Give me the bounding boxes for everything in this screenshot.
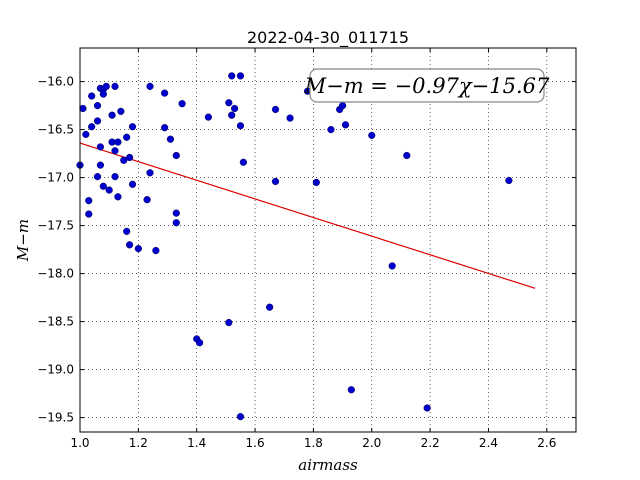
y-tick-label: −18.5: [37, 315, 74, 329]
data-point: [128, 123, 137, 131]
data-point: [312, 178, 320, 187]
data-point: [368, 131, 376, 139]
data-point: [99, 90, 107, 98]
data-point: [102, 82, 110, 91]
data-point: [236, 413, 245, 421]
data-point: [134, 245, 142, 253]
data-point: [172, 151, 180, 160]
axis-ticks: 1.0 1.2 1.4 1.6 1.8 2.0 2.2 2.4 2.6 −16.0 −16.5 −17…: [37, 48, 576, 450]
data-point: [88, 92, 96, 100]
data-point: [338, 101, 347, 110]
y-tick-label: −17.5: [37, 219, 74, 233]
x-axis-label: airmass: [298, 456, 358, 474]
data-point: [239, 158, 247, 166]
data-point: [271, 177, 280, 186]
data-point: [505, 176, 513, 185]
data-points: [76, 72, 513, 421]
data-point: [172, 219, 180, 227]
chart-title: 2022-04-30_011715: [247, 28, 409, 48]
data-point: [146, 169, 154, 177]
data-point: [266, 303, 274, 311]
data-point: [96, 161, 105, 169]
data-point: [161, 89, 169, 97]
regression-line: [79, 142, 536, 289]
fit-equation: M−m = −0.97χ−15.67: [304, 74, 550, 98]
data-point: [388, 262, 396, 270]
data-point: [111, 147, 119, 155]
data-point: [327, 126, 335, 134]
x-tick-label: 1.0: [70, 436, 89, 450]
data-point: [236, 122, 245, 130]
data-point: [152, 246, 160, 255]
data-point: [146, 82, 154, 91]
plot-frame: [79, 47, 577, 433]
y-tick-label: −17.0: [37, 171, 74, 185]
data-point: [403, 151, 411, 160]
x-tick-label: 2.6: [537, 436, 556, 450]
data-point: [120, 156, 128, 164]
data-point: [93, 101, 102, 110]
data-point: [96, 143, 105, 151]
data-point: [204, 113, 212, 121]
x-tick-label: 1.2: [129, 436, 148, 450]
x-tick-label: 2.2: [421, 436, 440, 450]
data-point: [166, 135, 175, 143]
y-tick-label: −18.0: [37, 267, 74, 281]
data-point: [79, 104, 87, 113]
x-tick-label: 1.4: [187, 436, 206, 450]
data-point: [228, 111, 236, 119]
x-tick-label: 2.0: [362, 436, 381, 450]
y-axis-label: M−m: [14, 219, 32, 262]
data-point: [88, 123, 96, 131]
data-point: [228, 72, 236, 80]
data-point: [347, 386, 355, 394]
data-point: [225, 99, 233, 107]
x-tick-label: 2.4: [479, 436, 498, 450]
data-point: [85, 197, 93, 205]
data-point: [85, 210, 93, 218]
fit-equation-box: M−m = −0.97χ−15.67: [304, 68, 550, 103]
y-tick-label: −16.5: [37, 123, 74, 137]
data-point: [271, 105, 280, 114]
data-point: [123, 133, 131, 141]
data-point: [196, 339, 204, 347]
data-point: [286, 114, 294, 122]
x-tick-label: 1.6: [246, 436, 265, 450]
data-point: [236, 72, 245, 80]
y-tick-label: −19.0: [37, 363, 74, 377]
y-tick-label: −19.5: [37, 411, 74, 425]
data-point: [341, 121, 350, 129]
data-point: [123, 227, 131, 235]
equation-box-frame: [309, 68, 545, 103]
data-point: [172, 209, 180, 217]
data-point: [114, 138, 122, 146]
data-point: [231, 104, 239, 113]
fit-line-group: [79, 142, 536, 289]
plot-area: [80, 48, 576, 432]
data-point: [128, 180, 137, 188]
data-point: [105, 186, 113, 194]
data-point: [108, 111, 116, 119]
data-point: [161, 124, 169, 132]
data-point: [225, 318, 233, 327]
data-point: [117, 107, 125, 115]
y-tick-label: −16.0: [37, 75, 74, 89]
data-point: [114, 193, 122, 201]
data-point: [126, 153, 134, 162]
data-point: [111, 82, 119, 91]
data-point: [82, 130, 90, 139]
data-point: [93, 117, 102, 125]
data-point: [143, 196, 151, 204]
data-point: [423, 404, 431, 412]
data-point: [178, 100, 186, 108]
data-point: [126, 241, 134, 249]
data-point: [111, 173, 119, 181]
data-point: [93, 173, 102, 181]
data-point: [99, 182, 107, 190]
x-tick-label: 1.8: [304, 436, 323, 450]
